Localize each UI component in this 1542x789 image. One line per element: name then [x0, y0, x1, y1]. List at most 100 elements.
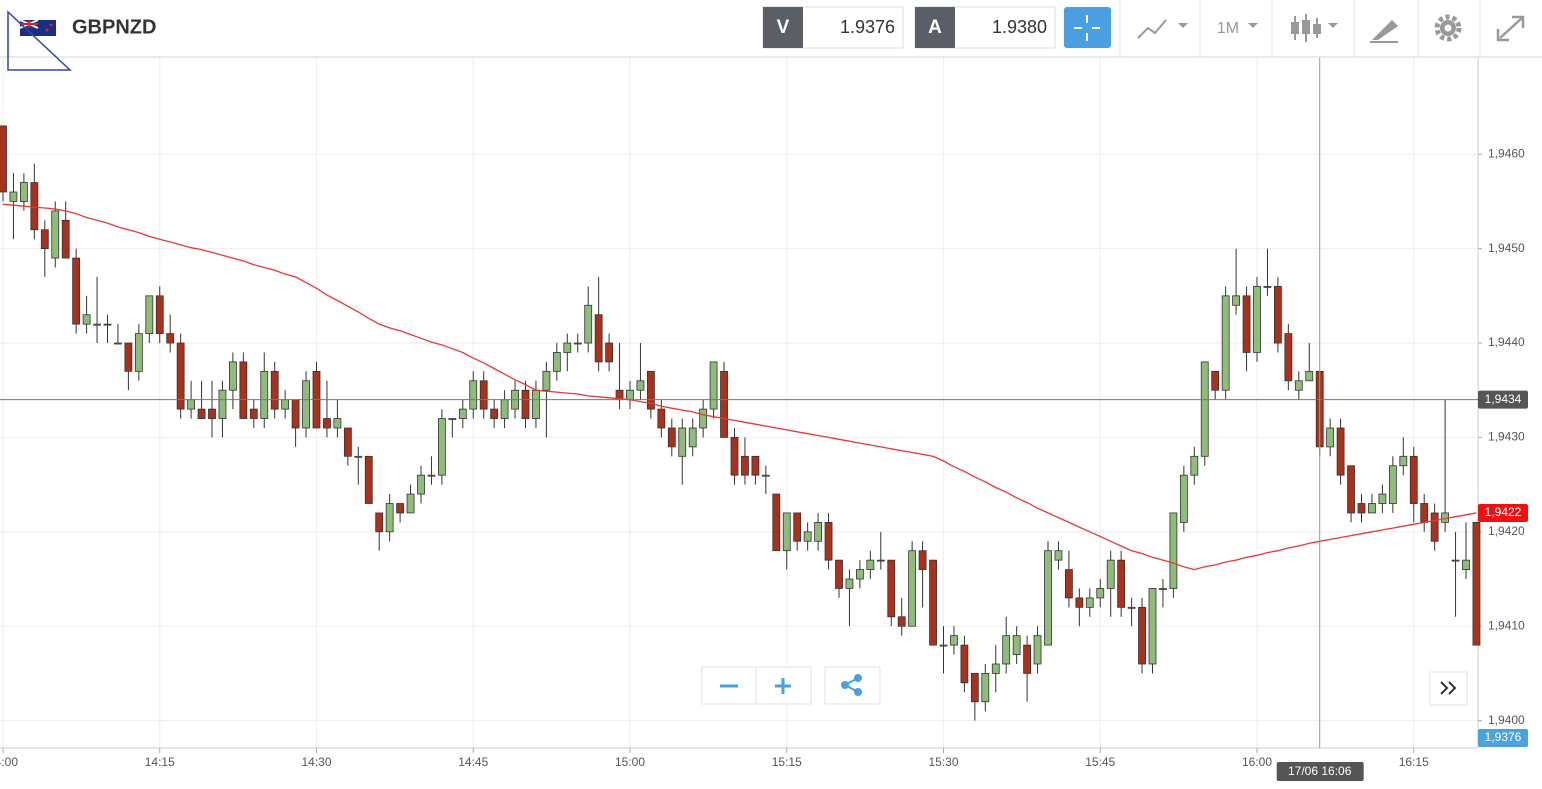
candle-body	[93, 323, 101, 326]
candle-body	[270, 370, 279, 410]
candle-body	[741, 455, 749, 476]
scroll-end-button[interactable]	[1429, 671, 1468, 706]
candle-body	[1012, 635, 1021, 655]
candle-body	[208, 408, 216, 419]
candle-body	[302, 380, 310, 429]
symbol: GBPNZD	[72, 16, 156, 38]
candle-body	[1451, 559, 1460, 562]
zoom-out-button[interactable]	[701, 666, 757, 705]
chart-type-button[interactable]	[1137, 19, 1188, 39]
candle-body	[114, 342, 122, 345]
candle-body	[82, 314, 91, 325]
buy-box[interactable]: A 1.9380	[914, 6, 1056, 49]
candle-body	[1263, 285, 1272, 288]
fullscreen-button[interactable]	[1496, 15, 1525, 42]
candle-body	[1179, 474, 1188, 523]
y-tick-label: 1,9400	[1488, 713, 1525, 727]
candle-body	[469, 380, 478, 410]
candle-body	[730, 437, 739, 476]
candle-body	[239, 361, 248, 419]
candle-body	[584, 304, 593, 344]
timeframe: 1M	[1217, 20, 1239, 37]
candle-body	[981, 673, 990, 703]
candle-body	[343, 427, 352, 457]
candle-body	[490, 408, 499, 419]
candle-body	[197, 408, 206, 419]
crosshair-button[interactable]	[1064, 7, 1111, 48]
candle-body	[678, 427, 687, 457]
candle-body	[720, 370, 728, 438]
candle-body	[1462, 559, 1470, 570]
candle-body	[636, 380, 645, 391]
candle-body	[354, 455, 363, 458]
x-tick-label: 14:00	[0, 755, 18, 769]
sell-box[interactable]: V 1.9376	[762, 6, 904, 49]
y-tick-label: 1,9460	[1488, 146, 1525, 160]
candle-body	[688, 427, 697, 448]
bid-price: 1,9376	[1485, 730, 1522, 744]
candle-body	[751, 455, 760, 476]
candle-body	[1117, 559, 1126, 608]
sell-price: 1.9376	[840, 17, 895, 37]
x-tick-label: 16:00	[1242, 755, 1272, 769]
x-tick-label: 14:15	[145, 755, 175, 769]
zoom-in-button[interactable]	[755, 666, 812, 705]
candle-type-button[interactable]	[1291, 14, 1338, 42]
crosshair-time-box	[1276, 762, 1364, 781]
candle-body	[187, 399, 196, 410]
candle-body	[542, 370, 551, 391]
timeframe-button[interactable]: 1M	[1217, 20, 1258, 37]
candle-body	[772, 493, 781, 552]
candle-body	[1221, 295, 1230, 391]
x-tick-label: 15:00	[615, 755, 645, 769]
candle-body	[9, 191, 18, 202]
settings-button[interactable]	[1434, 14, 1462, 42]
candle-body	[30, 182, 39, 231]
candle-body	[876, 559, 885, 562]
candle-body	[1054, 550, 1063, 561]
candle-body	[657, 408, 666, 429]
draw-button[interactable]	[1370, 20, 1398, 43]
candle-body	[761, 474, 770, 477]
candle-body	[176, 342, 185, 410]
candle-body	[1274, 285, 1282, 344]
candle-body	[918, 550, 927, 570]
candle-body	[991, 663, 1000, 674]
candle-body	[929, 559, 937, 646]
x-tick-label: 14:30	[301, 755, 331, 769]
candle-body	[124, 342, 133, 372]
candle-body	[281, 399, 290, 410]
candle-body	[437, 418, 446, 476]
candle-body	[897, 616, 906, 627]
x-tick-label: 15:30	[928, 755, 958, 769]
candle-body	[155, 295, 164, 334]
candle-body	[1368, 503, 1376, 514]
candle-body	[563, 342, 572, 353]
candle-body	[385, 503, 394, 533]
candle-body	[1326, 427, 1335, 448]
candle-body	[939, 644, 948, 647]
candle-body	[1190, 455, 1199, 476]
candle-body	[532, 389, 540, 419]
x-tick-label: 16:15	[1399, 755, 1429, 769]
candle-body	[626, 389, 634, 401]
candle-body	[0, 125, 7, 193]
candle-body	[1378, 493, 1387, 504]
candle-body	[1169, 512, 1178, 589]
candle-body	[573, 342, 582, 345]
candle-body	[1232, 295, 1240, 306]
share-button[interactable]	[824, 666, 881, 705]
candle-body	[448, 418, 457, 420]
candle-body	[166, 333, 175, 344]
candle-body	[908, 550, 917, 627]
candle-body	[218, 389, 227, 419]
candle-body	[134, 333, 143, 372]
candle-body	[699, 408, 708, 429]
candle-body	[228, 361, 237, 391]
candle-body	[1096, 588, 1105, 599]
candle-body	[1127, 606, 1136, 609]
candle-body	[1336, 427, 1345, 476]
candle-body	[51, 210, 60, 259]
candle-body	[364, 455, 373, 504]
